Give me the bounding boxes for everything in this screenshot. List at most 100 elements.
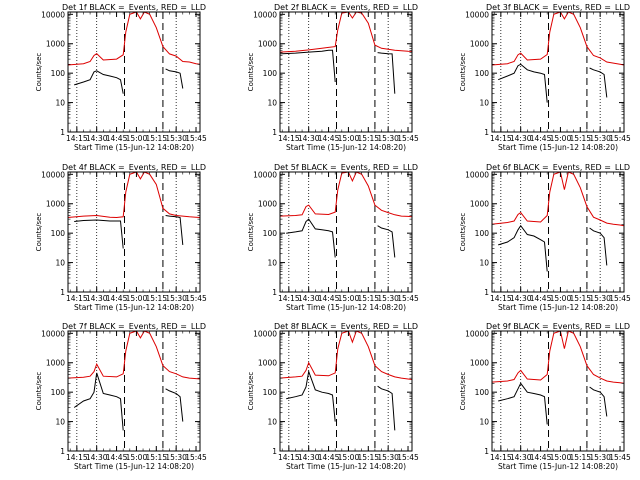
y-tick-label: 10000 <box>465 329 489 338</box>
y-axis-label: Counts/sec <box>35 372 43 411</box>
lld-series-line <box>491 11 625 66</box>
y-axis-label: Counts/sec <box>459 53 467 92</box>
y-tick-label: 10 <box>479 418 489 427</box>
y-tick-label: 10 <box>267 418 277 427</box>
y-axis-label: Counts/sec <box>35 53 43 92</box>
panel-title: Det 3f BLACK =_Events, RED =_LLD <box>486 3 630 12</box>
x-tick-label: 15:30 <box>165 294 187 303</box>
x-tick-label: 15:15 <box>569 453 591 462</box>
x-tick-label: 15:00 <box>550 134 572 143</box>
x-axis-label: Start Time (15-Jun-12 14:08:20) <box>286 303 406 312</box>
x-tick-label: 15:30 <box>377 134 399 143</box>
x-tick-label: 14:30 <box>298 453 320 462</box>
x-tick-label: 15:00 <box>550 294 572 303</box>
panel-title: Det 1f BLACK =_Events, RED =_LLD <box>62 3 206 12</box>
detector-panel-1: 1 10 100 1000 10000 14:1514:3014:4515:0015:15… <box>35 3 207 152</box>
plot-frame <box>67 171 201 293</box>
y-tick-label: 100 <box>475 388 490 397</box>
detector-panel-3: 1 10 100 1000 10000 14:1514:3014:4515:0015:15… <box>459 3 631 152</box>
panel-title: Det 4f BLACK =_Events, RED =_LLD <box>62 163 206 172</box>
y-tick-label: 1000 <box>470 359 489 368</box>
y-tick-label: 10 <box>479 259 489 268</box>
x-axis-label: Start Time (15-Jun-12 14:08:20) <box>498 143 618 152</box>
lld-series-line <box>279 11 413 53</box>
y-axis-label: Counts/sec <box>35 213 43 252</box>
x-tick-label: 15:30 <box>589 453 611 462</box>
panel-title: Det 6f BLACK =_Events, RED =_LLD <box>486 163 630 172</box>
x-tick-label: 14:45 <box>106 453 128 462</box>
x-tick-label: 15:30 <box>377 294 399 303</box>
detector-panel-6: 1 10 100 1000 10000 14:1514:3014:4515:0015:15… <box>459 163 631 312</box>
y-tick-label: 100 <box>263 69 278 78</box>
y-axis-label: Counts/sec <box>459 372 467 411</box>
x-axis-label: Start Time (15-Jun-12 14:08:20) <box>286 462 406 471</box>
x-tick-label: 15:15 <box>357 453 379 462</box>
plot-frame <box>67 11 201 133</box>
x-tick-label: 14:30 <box>510 453 532 462</box>
lld-series-line <box>491 330 625 384</box>
y-tick-label: 100 <box>475 69 490 78</box>
x-tick-label: 15:45 <box>609 453 631 462</box>
x-tick-label: 15:00 <box>550 453 572 462</box>
y-tick-label: 1000 <box>470 40 489 49</box>
y-axis-label: Counts/sec <box>247 372 255 411</box>
detector-panel-8: 1 10 100 1000 10000 14:1514:3014:4515:0015:15… <box>247 322 419 471</box>
x-tick-label: 15:30 <box>589 294 611 303</box>
x-tick-label: 14:45 <box>106 134 128 143</box>
plot-frame <box>491 171 625 293</box>
x-tick-label: 15:15 <box>357 134 379 143</box>
panel-title: Det 5f BLACK =_Events, RED =_LLD <box>274 163 418 172</box>
x-tick-label: 14:45 <box>318 453 340 462</box>
x-tick-label: 14:15 <box>66 134 88 143</box>
x-tick-label: 15:45 <box>397 453 419 462</box>
x-axis-label: Start Time (15-Jun-12 14:08:20) <box>498 303 618 312</box>
x-tick-label: 14:15 <box>278 134 300 143</box>
y-tick-label: 10 <box>267 99 277 108</box>
x-tick-label: 14:15 <box>490 294 512 303</box>
events-series-line <box>286 369 396 431</box>
y-tick-label: 1000 <box>46 40 65 49</box>
x-tick-label: 15:30 <box>165 134 187 143</box>
x-tick-label: 15:45 <box>185 294 207 303</box>
x-tick-label: 15:15 <box>569 134 591 143</box>
y-tick-label: 10000 <box>253 170 277 179</box>
x-tick-label: 15:45 <box>609 134 631 143</box>
x-tick-label: 15:45 <box>397 294 419 303</box>
plot-frame <box>491 11 625 133</box>
panel-title: Det 8f BLACK =_Events, RED =_LLD <box>274 322 418 331</box>
detector-panel-7: 1 10 100 1000 10000 14:1514:3014:4515:0015:15… <box>35 322 207 471</box>
y-tick-label: 10000 <box>465 10 489 19</box>
y-tick-label: 1 <box>484 128 489 137</box>
y-tick-label: 1000 <box>258 359 277 368</box>
events-series-line <box>498 63 608 103</box>
events-series-line <box>74 215 184 249</box>
x-tick-label: 14:30 <box>298 134 320 143</box>
y-tick-label: 100 <box>263 229 278 238</box>
x-tick-label: 14:15 <box>278 294 300 303</box>
x-tick-label: 15:45 <box>185 134 207 143</box>
y-tick-label: 10000 <box>465 170 489 179</box>
y-tick-label: 1 <box>272 288 277 297</box>
x-tick-label: 15:15 <box>145 453 167 462</box>
lld-series-line <box>67 171 201 219</box>
x-tick-label: 15:00 <box>126 134 148 143</box>
x-tick-label: 14:30 <box>86 294 108 303</box>
x-tick-label: 15:00 <box>338 134 360 143</box>
x-tick-label: 15:45 <box>609 294 631 303</box>
y-tick-label: 1 <box>272 128 277 137</box>
events-series-line <box>498 224 608 272</box>
y-tick-label: 100 <box>263 388 278 397</box>
x-tick-label: 15:00 <box>126 453 148 462</box>
lld-series-line <box>491 171 625 227</box>
x-tick-label: 14:30 <box>298 294 320 303</box>
events-series-line <box>73 372 184 431</box>
x-tick-label: 15:30 <box>165 453 187 462</box>
x-tick-label: 15:30 <box>377 453 399 462</box>
x-tick-label: 14:45 <box>530 134 552 143</box>
y-axis-label: Counts/sec <box>247 53 255 92</box>
plot-frame <box>491 330 625 452</box>
plot-frame <box>279 171 413 293</box>
detector-panel-4: 1 10 100 1000 10000 14:1514:3014:4515:0015:15… <box>35 163 207 312</box>
detector-panel-2: 1 10 100 1000 10000 14:1514:3014:4515:0015:15… <box>247 3 419 152</box>
